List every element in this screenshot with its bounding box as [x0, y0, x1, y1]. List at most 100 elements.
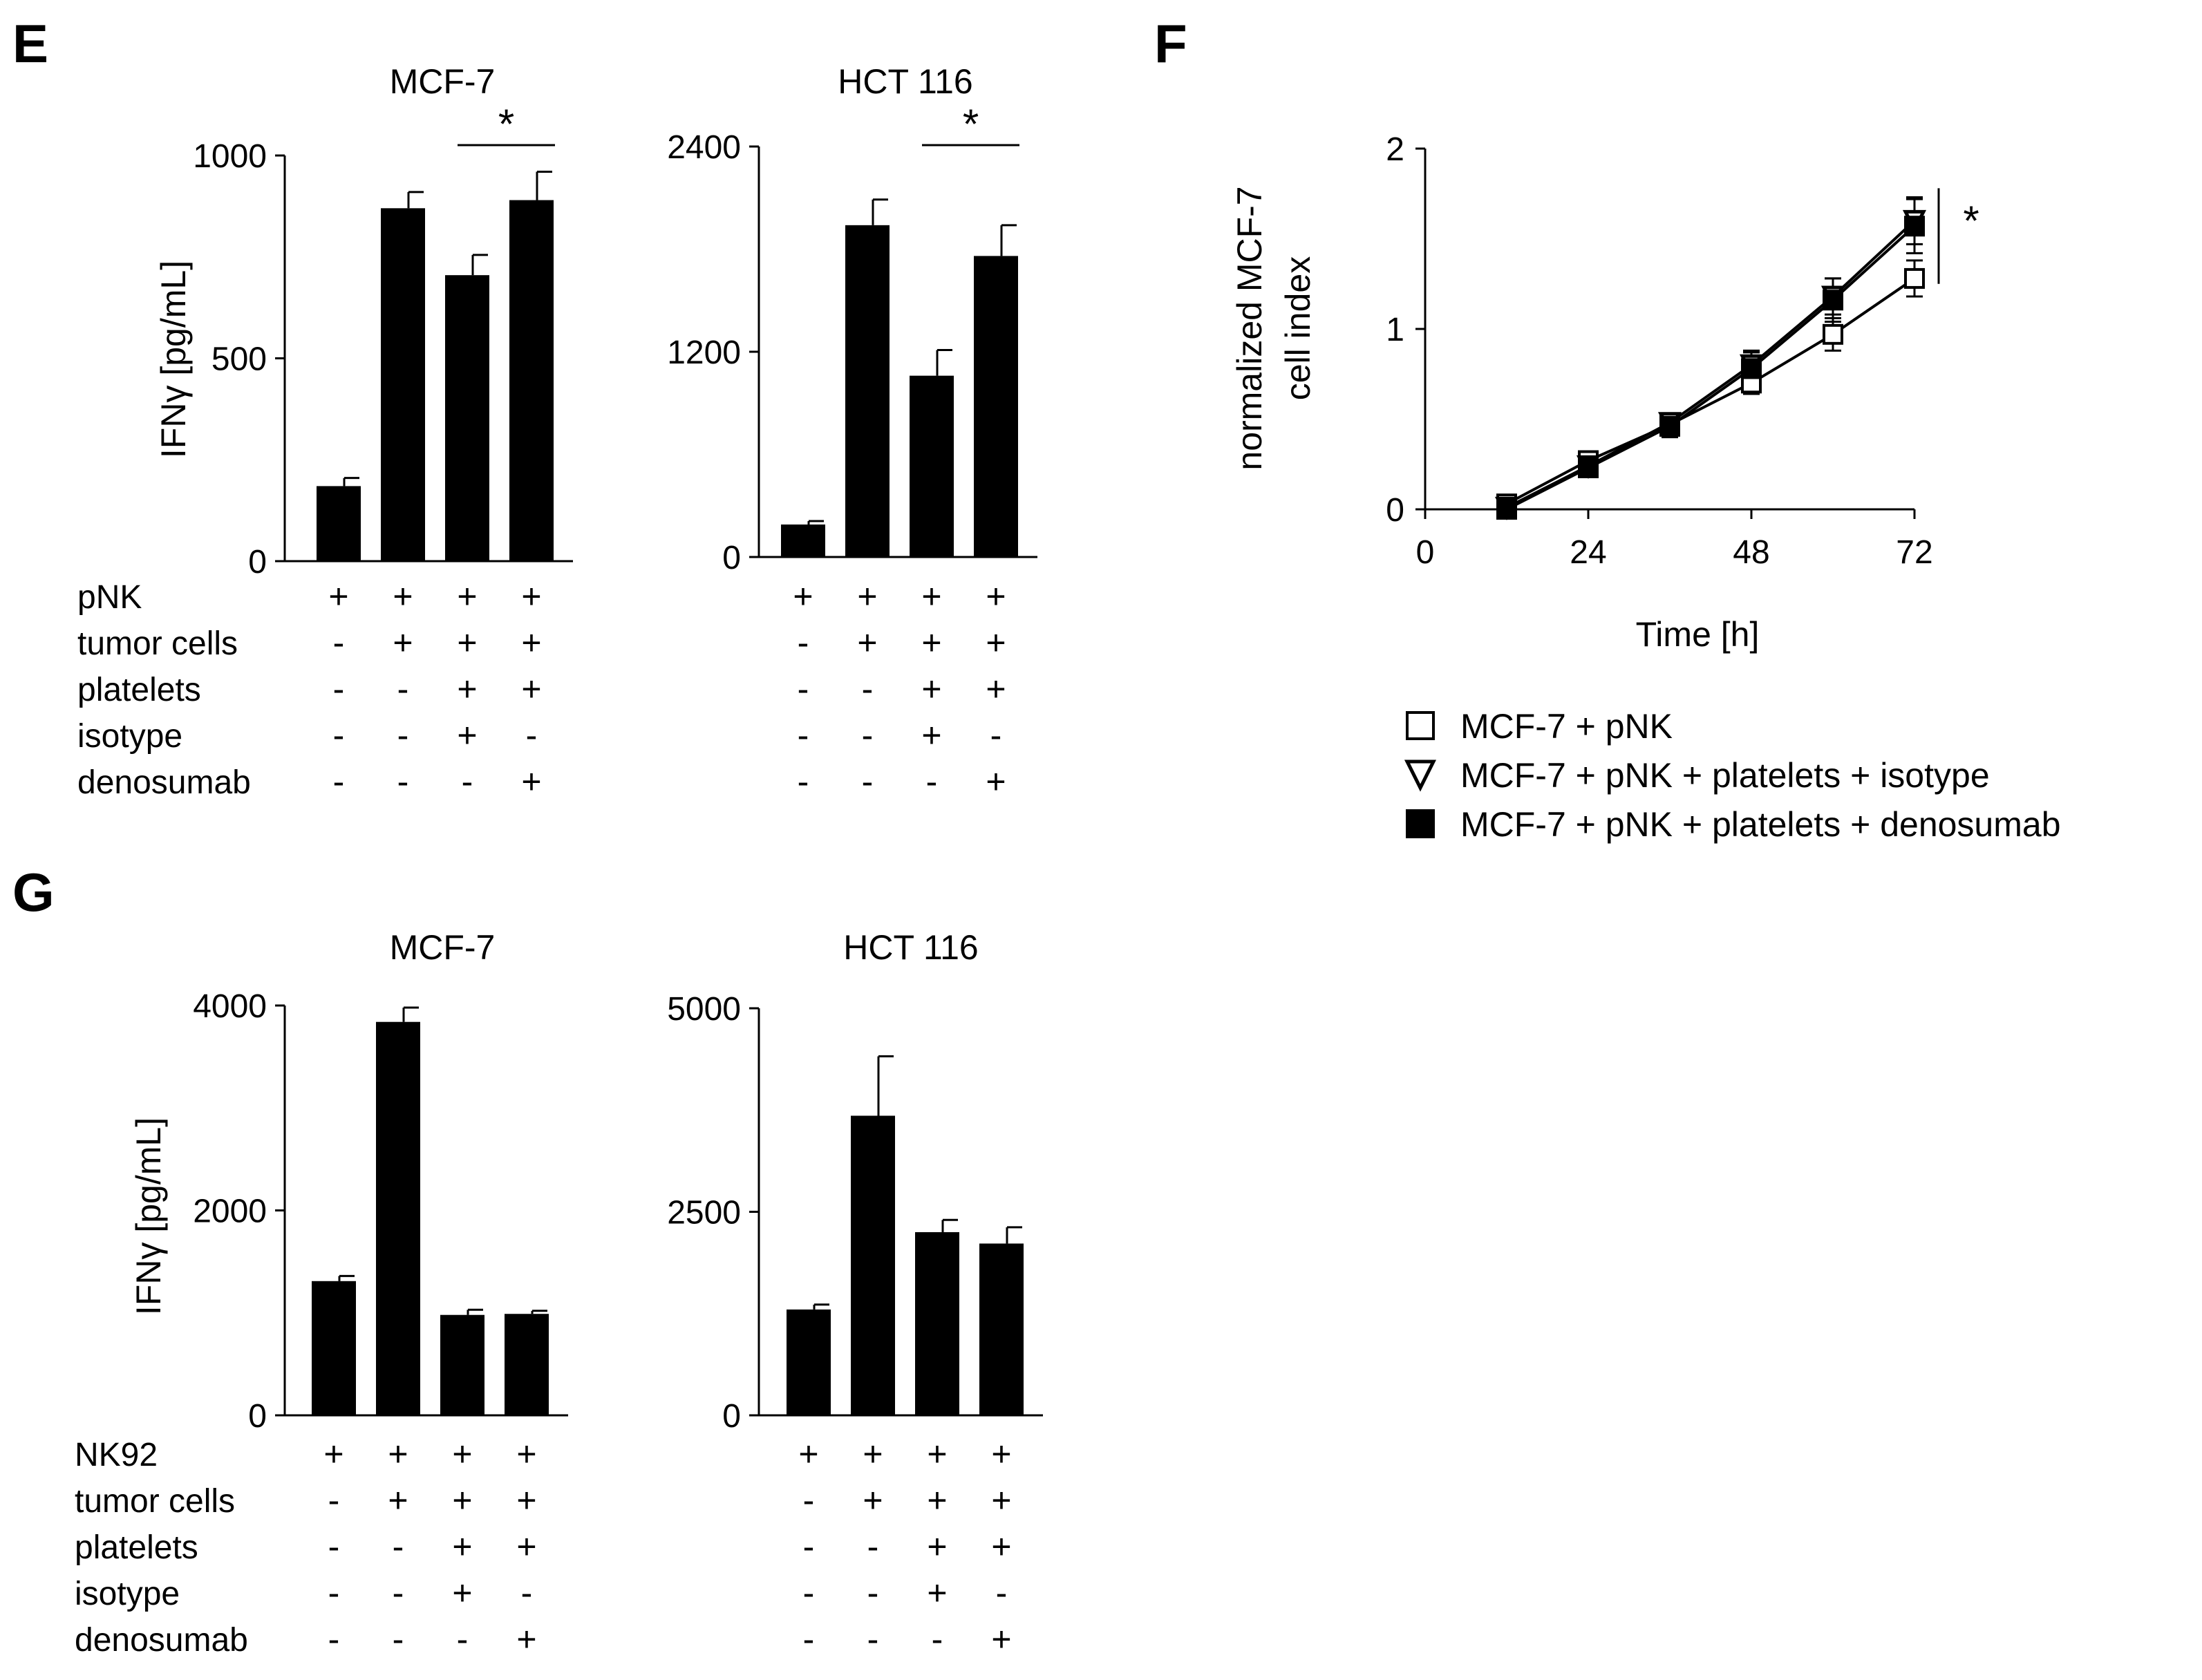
chart-e1-bar: [317, 486, 361, 561]
chart-g2-condition-sign: -: [803, 1574, 815, 1612]
chart-g1-condition-sign: +: [516, 1620, 536, 1659]
chart-g1-condition-sign: +: [452, 1574, 472, 1612]
chart-e2-condition-sign: -: [990, 716, 1002, 755]
chart-g2-y-tick-label: 2500: [667, 1195, 741, 1231]
chart-e1-condition-sign: +: [457, 670, 477, 708]
chart-g2-bar: [851, 1115, 895, 1415]
chart-e1-condition-sign: +: [393, 577, 413, 616]
chart-g2-condition-sign: +: [991, 1435, 1011, 1473]
chart-g2-y-tick-label: 5000: [667, 991, 741, 1028]
chart-f-x-tick-label: 48: [1733, 534, 1769, 571]
chart-f-series-line-3: [1506, 225, 1916, 511]
chart-f-y-axis-title-line1: normalized MCF-7: [1230, 186, 1269, 470]
chart-e2-condition-sign: -: [862, 670, 874, 708]
chart-g2-condition-sign: -: [996, 1574, 1008, 1612]
chart-e1-condition-sign: -: [397, 762, 409, 801]
chart-e1-condition-sign: +: [393, 623, 413, 662]
chart-e1-condition-sign: -: [526, 716, 538, 755]
chart-e2-condition-sign: -: [798, 623, 809, 662]
chart-g1-condition-sign: +: [516, 1527, 536, 1566]
chart-g2-bar: [787, 1309, 831, 1415]
chart-g2-condition-sign: +: [927, 1574, 947, 1612]
chart-e1-condition-label: pNK: [77, 579, 142, 616]
chart-g1-condition-sign: -: [457, 1620, 469, 1659]
chart-e1-condition-sign: +: [521, 577, 541, 616]
chart-g1-y-tick-label: 2000: [193, 1193, 267, 1230]
chart-g1-condition-sign: +: [388, 1435, 408, 1473]
chart-g1-condition-label: tumor cells: [75, 1483, 235, 1520]
chart-g2-bar: [915, 1231, 959, 1415]
chart-f-point-series-3: [1659, 415, 1680, 437]
chart-g1-condition-sign: -: [328, 1574, 340, 1612]
chart-e1-condition-label: platelets: [77, 672, 201, 708]
chart-e1-condition-sign: +: [521, 670, 541, 708]
chart-g1-condition-sign: +: [452, 1527, 472, 1566]
chart-g1-condition-sign: -: [328, 1620, 340, 1659]
chart-g1-condition-sign: -: [393, 1527, 404, 1566]
chart-g1-condition-sign: -: [393, 1574, 404, 1612]
chart-e2-condition-sign: +: [986, 577, 1006, 616]
chart-g1-condition-sign: -: [393, 1620, 404, 1659]
chart-g1-condition-sign: +: [516, 1481, 536, 1520]
chart-g1-title: MCF-7: [390, 928, 496, 967]
chart-e1-condition-label: denosumab: [77, 764, 251, 801]
chart-e1-condition-sign: +: [457, 716, 477, 755]
chart-e2-y-tick-label: 2400: [667, 129, 741, 166]
chart-g1-condition-sign: -: [328, 1527, 340, 1566]
chart-e2-bar: [845, 225, 890, 557]
chart-e2-bar: [974, 256, 1018, 557]
chart-e2-y-tick-label: 0: [722, 540, 741, 576]
legend-label-3: MCF-7 + pNK + platelets + denosumab: [1460, 805, 2061, 844]
chart-e2-title: HCT 116: [838, 62, 972, 101]
chart-g2-condition-sign: +: [863, 1435, 883, 1473]
chart-e1-condition-sign: -: [397, 716, 409, 755]
chart-f-series-line-2: [1506, 219, 1916, 509]
chart-f-series-line-1: [1506, 277, 1916, 505]
chart-e2-condition-sign: +: [857, 577, 877, 616]
chart-g2-condition-sign: +: [991, 1481, 1011, 1520]
chart-e1-condition-sign: +: [457, 623, 477, 662]
chart-g2-condition-sign: +: [927, 1435, 947, 1473]
chart-g2-condition-sign: +: [798, 1435, 818, 1473]
chart-g1-condition-sign: +: [323, 1435, 344, 1473]
chart-f-point-series-1: [1904, 267, 1925, 289]
chart-g2-condition-sign: -: [867, 1620, 879, 1659]
chart-e1-bar: [509, 200, 554, 561]
chart-g1-y-axis-title: IFNγ [pg/mL]: [129, 1117, 168, 1315]
chart-e2-significance-star: *: [963, 101, 979, 147]
chart-g2-condition-sign: +: [991, 1620, 1011, 1659]
chart-e2-condition-sign: -: [862, 716, 874, 755]
chart-g2-condition-sign: +: [927, 1527, 947, 1566]
chart-e1-condition-sign: +: [457, 577, 477, 616]
chart-g1-condition-label: isotype: [75, 1576, 180, 1612]
chart-e2-condition-sign: +: [793, 577, 813, 616]
chart-e1-condition-sign: -: [462, 762, 473, 801]
chart-e1-condition-label: isotype: [77, 718, 182, 755]
chart-f-x-tick-label: 72: [1896, 534, 1932, 571]
chart-g2-bar: [979, 1243, 1024, 1415]
chart-g1-bar: [440, 1314, 484, 1415]
chart-f-point-series-3: [1741, 358, 1762, 379]
chart-g2-condition-sign: +: [991, 1527, 1011, 1566]
chart-e1-significance-star: *: [498, 101, 514, 147]
chart-e1-condition-sign: -: [333, 762, 345, 801]
chart-e1-condition-sign: -: [333, 716, 345, 755]
legend-marker-2: [1404, 759, 1437, 792]
chart-g2-condition-sign: -: [932, 1620, 943, 1659]
chart-g1-condition-sign: +: [452, 1435, 472, 1473]
chart-g1-y-tick-label: 0: [248, 1398, 267, 1435]
panel-letter-f: F: [1154, 13, 1187, 74]
chart-g1-bar: [376, 1021, 420, 1415]
chart-g2-condition-sign: -: [867, 1574, 879, 1612]
chart-e1-condition-sign: +: [521, 762, 541, 801]
chart-g1-condition-sign: +: [452, 1481, 472, 1520]
panel-letter-g: G: [12, 862, 55, 923]
chart-e2-condition-sign: -: [926, 762, 938, 801]
chart-f-x-tick-label: 24: [1570, 534, 1606, 571]
legend-label-1: MCF-7 + pNK: [1460, 707, 1673, 746]
chart-g1-condition-label: platelets: [75, 1529, 198, 1566]
chart-e1-y-axis-title: IFNγ [pg/mL]: [154, 261, 193, 458]
chart-e1-y-tick-label: 0: [248, 544, 267, 581]
chart-e2-condition-sign: -: [798, 716, 809, 755]
